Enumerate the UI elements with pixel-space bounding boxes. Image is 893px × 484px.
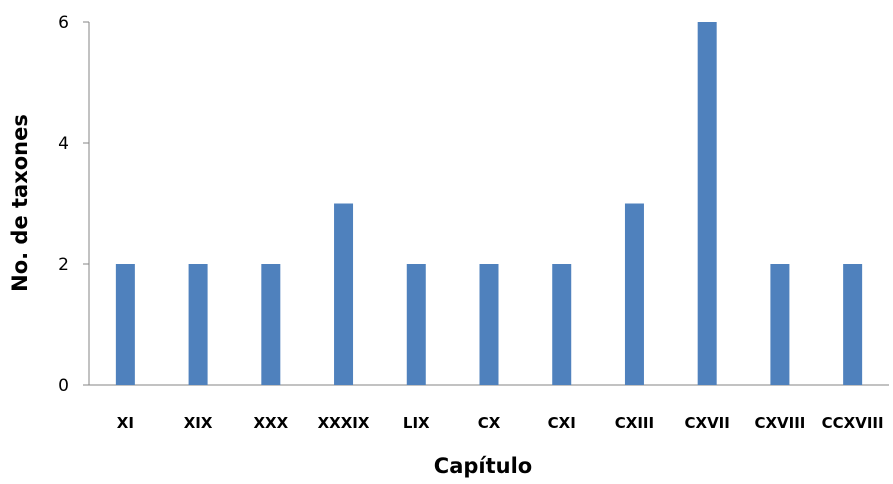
x-tick-label: CCXVIII bbox=[822, 414, 884, 432]
bar-lix bbox=[406, 264, 426, 385]
x-ticks: XI XIX XXX XXXIX LIX CX CXI CXIII CXVII CXVIII CCX… bbox=[117, 414, 884, 432]
bar-cxvii bbox=[697, 22, 717, 385]
bars bbox=[115, 22, 863, 385]
bar-xxxix bbox=[334, 203, 354, 385]
x-tick-label: XI bbox=[117, 414, 134, 432]
y-ticks: 0 2 4 6 bbox=[58, 13, 89, 396]
y-tick-label: 2 bbox=[58, 255, 69, 275]
bar-cxiii bbox=[624, 203, 644, 385]
bar-xxx bbox=[261, 264, 281, 385]
bar-ccxviii bbox=[843, 264, 863, 385]
x-tick-label: CX bbox=[478, 414, 501, 432]
bar-cxviii bbox=[770, 264, 790, 385]
x-tick-label: CXVIII bbox=[754, 414, 805, 432]
y-tick-label: 4 bbox=[58, 134, 69, 154]
x-tick-label: XXX bbox=[253, 414, 288, 432]
x-tick-label: XIX bbox=[184, 414, 213, 432]
y-axis-title: No. de taxones bbox=[8, 114, 32, 292]
x-axis: XI XIX XXX XXXIX LIX CX CXI CXIII CXVII CXVIII CCX… bbox=[89, 384, 889, 432]
y-axis: 0 2 4 6 bbox=[58, 13, 90, 396]
y-tick-label: 6 bbox=[58, 13, 69, 33]
x-tick-label: LIX bbox=[403, 414, 430, 432]
bar-xi bbox=[115, 264, 135, 385]
x-tick-label: CXI bbox=[548, 414, 576, 432]
x-tick-label: CXIII bbox=[615, 414, 654, 432]
bar-xix bbox=[188, 264, 208, 385]
x-tick-label: XXXIX bbox=[318, 414, 370, 432]
bar-cxi bbox=[552, 264, 572, 385]
bar-cx bbox=[479, 264, 499, 385]
y-tick-label: 0 bbox=[58, 376, 69, 396]
x-tick-label: CXVII bbox=[685, 414, 730, 432]
x-axis-title: Capítulo bbox=[434, 454, 532, 478]
